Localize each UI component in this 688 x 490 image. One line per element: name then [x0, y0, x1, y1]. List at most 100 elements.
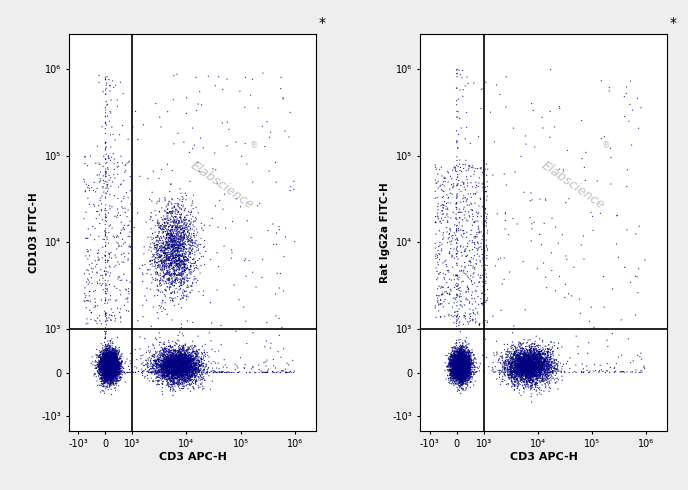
- Point: [107, 368, 118, 376]
- Point: [464, 355, 475, 363]
- Point: [100, 363, 111, 370]
- Point: [455, 369, 466, 377]
- Point: [107, 367, 118, 375]
- Point: [103, 367, 114, 374]
- Point: [462, 369, 473, 377]
- Point: [469, 233, 480, 241]
- Point: [463, 365, 474, 373]
- Point: [175, 349, 186, 357]
- Point: [113, 368, 124, 376]
- Point: [529, 352, 540, 360]
- Point: [109, 346, 120, 354]
- Point: [513, 363, 524, 370]
- Point: [105, 349, 116, 357]
- Point: [524, 336, 535, 343]
- Point: [453, 367, 464, 374]
- Point: [111, 357, 122, 365]
- Point: [519, 360, 530, 368]
- Point: [537, 358, 548, 366]
- Point: [498, 368, 509, 376]
- Point: [458, 352, 469, 360]
- Point: [106, 376, 117, 384]
- Point: [116, 358, 127, 366]
- Point: [537, 368, 548, 376]
- Point: [103, 374, 114, 382]
- Point: [453, 369, 464, 377]
- Point: [508, 368, 519, 376]
- Point: [107, 357, 118, 365]
- Point: [169, 358, 180, 366]
- Point: [175, 281, 186, 289]
- Point: [152, 377, 163, 385]
- Point: [92, 249, 103, 257]
- Point: [455, 301, 466, 309]
- Point: [459, 353, 470, 361]
- Point: [100, 368, 111, 376]
- Point: [96, 340, 107, 347]
- Point: [111, 376, 122, 384]
- Point: [109, 353, 120, 361]
- Point: [449, 361, 460, 369]
- Point: [184, 358, 195, 366]
- Point: [184, 362, 195, 369]
- Point: [101, 356, 112, 364]
- Point: [519, 361, 530, 369]
- Point: [187, 197, 198, 205]
- Point: [455, 367, 466, 375]
- Point: [527, 373, 538, 381]
- Point: [99, 358, 110, 366]
- Point: [188, 370, 199, 378]
- Point: [171, 358, 182, 366]
- Point: [438, 203, 449, 211]
- Point: [171, 362, 182, 369]
- Point: [174, 346, 185, 354]
- Point: [454, 208, 465, 216]
- Point: [534, 357, 545, 365]
- Point: [103, 368, 114, 376]
- Point: [127, 259, 138, 267]
- Point: [114, 347, 125, 355]
- Point: [171, 371, 182, 379]
- Point: [522, 358, 533, 366]
- Point: [506, 379, 517, 387]
- Point: [115, 78, 126, 86]
- Point: [453, 365, 464, 372]
- Point: [194, 374, 205, 382]
- Point: [440, 375, 451, 383]
- Point: [182, 360, 193, 368]
- Point: [536, 361, 547, 368]
- Point: [175, 366, 186, 373]
- Point: [182, 343, 193, 351]
- Point: [114, 343, 125, 351]
- Point: [157, 372, 168, 380]
- Point: [190, 353, 201, 361]
- Point: [164, 375, 175, 383]
- Point: [171, 257, 182, 265]
- Point: [526, 358, 537, 366]
- Point: [121, 286, 132, 294]
- Point: [107, 357, 118, 365]
- Point: [447, 366, 458, 373]
- Point: [461, 368, 472, 375]
- Point: [107, 351, 118, 359]
- Point: [452, 348, 463, 356]
- Point: [508, 380, 519, 388]
- Point: [457, 375, 468, 383]
- Point: [162, 363, 173, 371]
- Point: [461, 369, 472, 377]
- Point: [531, 351, 542, 359]
- Point: [451, 84, 462, 92]
- Point: [160, 360, 171, 368]
- Point: [430, 240, 441, 247]
- Point: [447, 359, 458, 367]
- Point: [447, 343, 458, 351]
- Point: [524, 357, 535, 365]
- Point: [164, 262, 175, 270]
- Point: [173, 251, 184, 259]
- Point: [155, 362, 166, 370]
- Point: [460, 375, 471, 383]
- Point: [500, 362, 511, 369]
- Point: [166, 374, 177, 382]
- Point: [452, 366, 463, 374]
- Point: [105, 337, 116, 345]
